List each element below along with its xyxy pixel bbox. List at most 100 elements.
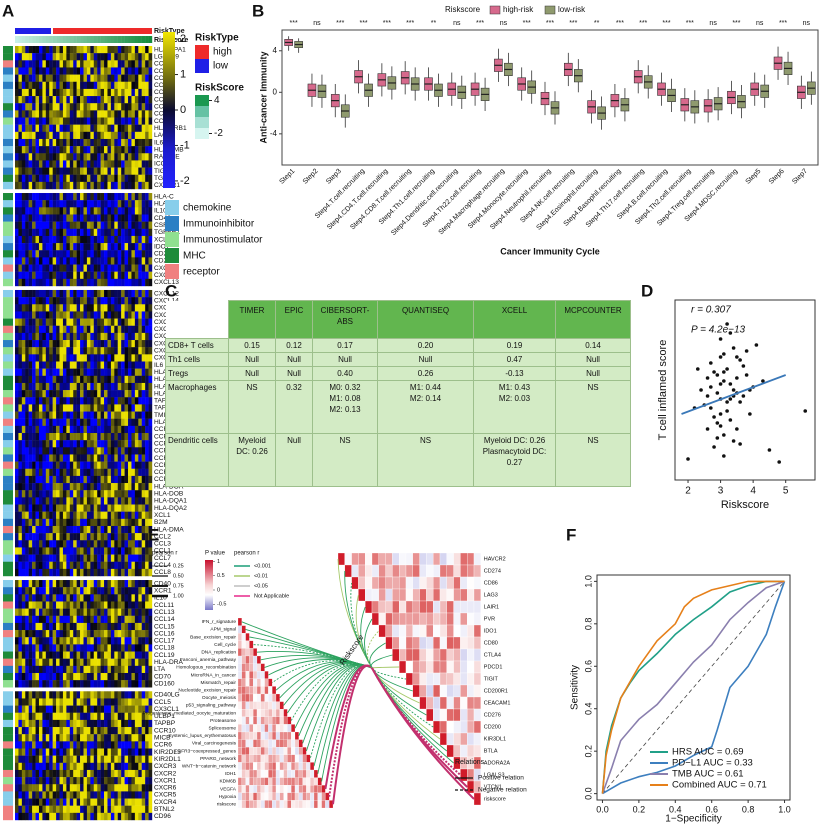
heatmap-cell xyxy=(80,88,84,97)
heatmap-cell xyxy=(148,340,153,348)
heatmap-cell xyxy=(97,117,101,125)
heatmap-cell xyxy=(131,181,136,190)
heatmap-cell xyxy=(28,207,33,215)
riskscore-bar xyxy=(62,36,67,43)
heatmap-cell xyxy=(110,382,115,391)
heatmap-cell xyxy=(18,361,23,369)
heatmap-cell xyxy=(117,712,122,721)
heatmap-cell xyxy=(38,368,43,376)
heatmap-cell xyxy=(62,587,67,595)
heatmap-cell xyxy=(21,812,26,821)
heatmap-cell xyxy=(45,651,50,659)
heatmap-cell xyxy=(138,440,142,448)
heatmap-cell xyxy=(25,368,29,376)
heatmap-cell xyxy=(117,483,122,491)
heatmap-cell xyxy=(97,483,101,491)
gene-label: TAP1 xyxy=(154,398,170,405)
heatmap-cell xyxy=(18,347,23,355)
heatmap-cell xyxy=(117,347,122,355)
heatmap-cell xyxy=(86,748,91,756)
heatmap-cell xyxy=(49,200,53,208)
heatmap-cell xyxy=(131,340,136,348)
heatmap-cell xyxy=(124,601,129,609)
heatmap-cell xyxy=(52,297,57,305)
heatmap-cell xyxy=(18,96,23,104)
heatmap-cell xyxy=(69,691,74,699)
heatmap-cell xyxy=(86,243,91,251)
heatmap-cell xyxy=(93,608,98,616)
heatmap-cell xyxy=(121,734,125,742)
heatmap-cell xyxy=(121,680,125,688)
heatmap-cell xyxy=(83,67,88,75)
heatmap-cell xyxy=(83,705,88,713)
heatmap-cell xyxy=(15,518,19,527)
heatmap-cell xyxy=(28,705,33,713)
heatmap-cell xyxy=(32,483,36,491)
heatmap-cell xyxy=(104,769,108,778)
heatmap-cell xyxy=(121,375,125,384)
heatmap-cell xyxy=(35,712,40,721)
heatmap-cell xyxy=(76,103,81,111)
point xyxy=(686,457,690,461)
heatmap-cell xyxy=(117,587,122,595)
heatmap-cell xyxy=(145,304,149,312)
heatmap-cell xyxy=(32,812,36,821)
gene-label: CXCR4 xyxy=(154,799,177,806)
heatmap-cell xyxy=(90,769,94,778)
heatmap-cell xyxy=(131,568,136,577)
heatmap-cell xyxy=(104,554,108,562)
heatmap-cell xyxy=(49,769,53,778)
heatmap-cell xyxy=(117,243,122,251)
heatmap-cell xyxy=(110,138,115,147)
heatmap-cell xyxy=(62,67,67,75)
heatmap-cell xyxy=(42,235,47,244)
heatmap-cell xyxy=(93,390,98,398)
heatmap-cell xyxy=(38,497,43,505)
heatmap-cell xyxy=(38,318,43,326)
heatmap-cell xyxy=(66,734,70,742)
heatmap-cell xyxy=(56,601,60,609)
heatmap-cell xyxy=(73,580,77,588)
heatmap-cell xyxy=(59,615,64,624)
heatmap-cell xyxy=(69,561,74,570)
heatmap-cell xyxy=(124,347,129,355)
heatmap-cell xyxy=(76,67,81,75)
heatmap-cell xyxy=(107,304,112,312)
heatmap-cell xyxy=(32,404,36,412)
heatmap-cell xyxy=(18,658,23,667)
heatmap-cell xyxy=(15,691,19,699)
heatmap-cell xyxy=(52,468,57,477)
heatmap-cell xyxy=(49,497,53,505)
heatmap-cell xyxy=(117,475,122,484)
heatmap-cell xyxy=(62,382,67,391)
heatmap-cell xyxy=(35,561,40,570)
heatmap-cell xyxy=(62,375,67,384)
heatmap-cell xyxy=(134,271,139,280)
category-cell xyxy=(3,110,13,118)
heatmap-cell xyxy=(76,461,81,469)
heatmap-cell xyxy=(121,601,125,609)
heatmap-cell xyxy=(25,235,29,244)
heatmap-cell xyxy=(117,791,122,799)
heatmap-cell xyxy=(104,60,108,68)
heatmap-cell xyxy=(141,53,146,61)
heatmap-cell xyxy=(56,117,60,125)
heatmap-cell xyxy=(97,533,101,541)
heatmap-cell xyxy=(100,418,105,427)
heatmap-cell xyxy=(104,117,108,125)
heatmap-cell xyxy=(114,160,118,168)
heatmap-cell xyxy=(90,615,94,624)
heatmap-cell xyxy=(49,124,53,133)
heatmap-cell xyxy=(25,271,29,280)
heatmap-cell xyxy=(110,375,115,384)
heatmap-cell xyxy=(128,361,132,369)
heatmap-cell xyxy=(25,504,29,512)
heatmap-cell xyxy=(18,368,23,376)
heatmap-cell xyxy=(38,651,43,659)
heatmap-cell xyxy=(124,354,129,362)
heatmap-cell xyxy=(35,340,40,348)
heatmap-cell xyxy=(66,784,70,792)
heatmap-cell xyxy=(90,561,94,570)
heatmap-cell xyxy=(38,755,43,763)
heatmap-cell xyxy=(114,131,118,140)
